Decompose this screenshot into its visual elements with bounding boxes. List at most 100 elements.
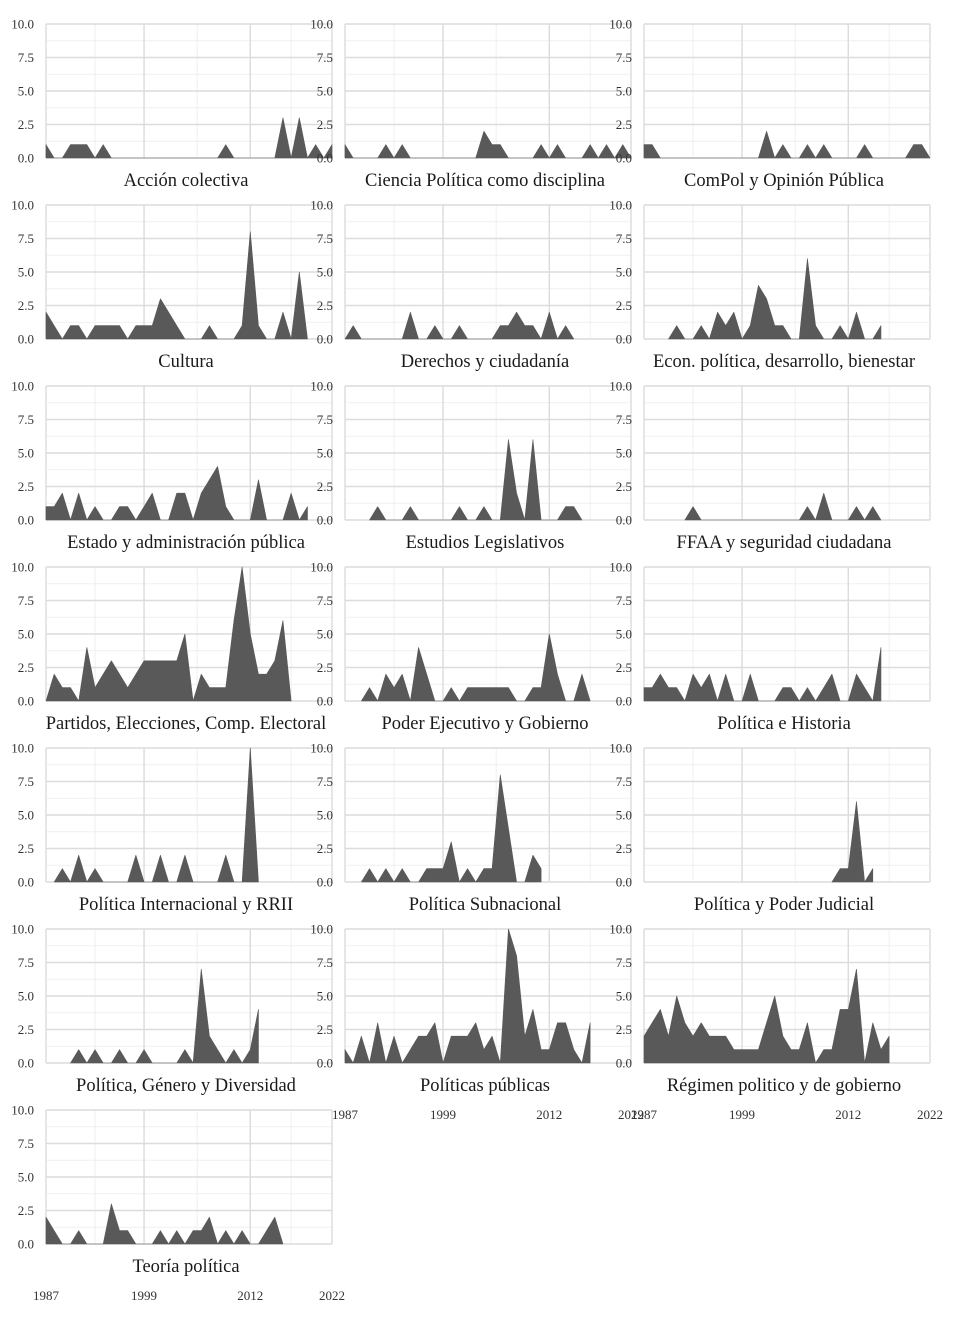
y-tick-label: 7.5	[317, 412, 333, 427]
facet-panel-teoria-politica: 0.0 2.5 5.0 7.5 10.0 Teoría política 1987 1999 2…	[11, 1103, 345, 1304]
facet-panel-econ-politica-desarrollo-bienestar: 0.0 2.5 5.0 7.5 10.0 Econ. política, desarrol…	[609, 198, 931, 372]
y-tick-label: 2.5	[616, 841, 632, 856]
x-tick-label: 2012	[835, 1107, 861, 1122]
area-partidos-elecciones-comp-electoral	[45, 566, 292, 702]
y-tick-label: 0.0	[18, 1056, 34, 1071]
facet-panel-poder-ejecutivo-y-gobierno: 0.0 2.5 5.0 7.5 10.0 Poder Ejecutivo y Gobier…	[310, 560, 632, 734]
y-tick-label: 10.0	[310, 741, 333, 756]
x-tick-label: 2022	[618, 1107, 644, 1122]
facet-label: Política, Género y Diversidad	[76, 1076, 297, 1096]
area-ciencia-politica-como-disciplina	[344, 130, 632, 159]
y-tick-label: 10.0	[310, 198, 333, 213]
y-tick-label: 0.0	[18, 1237, 34, 1252]
area-politicas-publicas	[344, 928, 591, 1064]
y-tick-label: 2.5	[18, 1203, 34, 1218]
facet-panel-compol-y-opinion-publica: 0.0 2.5 5.0 7.5 10.0 ComPol y Opinión Pública	[609, 17, 931, 191]
facet-panel-politica-e-historia: 0.0 2.5 5.0 7.5 10.0 Política e Historia	[609, 560, 931, 734]
y-tick-label: 0.0	[616, 875, 632, 890]
y-tick-label: 2.5	[317, 660, 333, 675]
y-tick-label: 5.0	[317, 627, 333, 642]
x-tick-label: 1999	[430, 1107, 456, 1122]
facet-panel-partidos-elecciones-comp-electoral: 0.0 2.5 5.0 7.5 10.0 Partidos, Elecciones, Co…	[11, 560, 333, 734]
facet-label: Política y Poder Judicial	[694, 895, 874, 915]
y-tick-label: 7.5	[616, 774, 632, 789]
area-politica-y-poder-judicial	[831, 801, 874, 883]
y-tick-label: 2.5	[18, 841, 34, 856]
y-tick-label: 5.0	[616, 265, 632, 280]
y-tick-label: 2.5	[18, 660, 34, 675]
x-tick-label: 2012	[237, 1288, 263, 1303]
y-tick-label: 7.5	[616, 50, 632, 65]
y-tick-label: 7.5	[317, 774, 333, 789]
y-tick-label: 5.0	[616, 627, 632, 642]
y-tick-label: 7.5	[18, 50, 34, 65]
area-regimen-politico-y-de-gobierno	[643, 968, 890, 1064]
y-tick-label: 5.0	[317, 446, 333, 461]
y-tick-label: 10.0	[11, 1103, 34, 1118]
x-tick-label: 1987	[631, 1107, 658, 1122]
area-cultura	[45, 231, 308, 340]
y-tick-label: 2.5	[18, 298, 34, 313]
facet-panel-accion-colectiva: 0.0 2.5 5.0 7.5 10.0 Acción colectiva	[11, 17, 333, 191]
y-tick-label: 10.0	[609, 922, 632, 937]
y-tick-label: 0.0	[616, 694, 632, 709]
area-compol-y-opinion-publica	[643, 130, 931, 159]
y-tick-label: 0.0	[317, 151, 333, 166]
y-tick-label: 7.5	[18, 1136, 34, 1151]
y-tick-label: 10.0	[310, 560, 333, 575]
y-tick-label: 0.0	[317, 875, 333, 890]
y-tick-label: 0.0	[317, 1056, 333, 1071]
y-tick-label: 10.0	[609, 379, 632, 394]
y-tick-label: 2.5	[18, 1022, 34, 1037]
y-tick-label: 7.5	[317, 50, 333, 65]
y-tick-label: 0.0	[616, 332, 632, 347]
y-tick-label: 10.0	[11, 560, 34, 575]
y-tick-label: 5.0	[18, 446, 34, 461]
facet-panel-politica-y-poder-judicial: 0.0 2.5 5.0 7.5 10.0 Política y Poder Judicia…	[609, 741, 931, 915]
y-tick-label: 5.0	[616, 446, 632, 461]
y-tick-label: 7.5	[616, 231, 632, 246]
y-tick-label: 10.0	[609, 17, 632, 32]
y-tick-label: 2.5	[616, 479, 632, 494]
y-tick-label: 5.0	[18, 627, 34, 642]
y-tick-label: 10.0	[11, 741, 34, 756]
area-estudios-legislativos	[369, 439, 583, 521]
x-tick-label: 1987	[332, 1107, 359, 1122]
y-tick-label: 7.5	[18, 955, 34, 970]
facet-label: Econ. política, desarrollo, bienestar	[653, 352, 915, 372]
facet-panel-politica-genero-y-diversidad: 0.0 2.5 5.0 7.5 10.0 Política, Género y Diver…	[11, 922, 333, 1096]
y-tick-label: 5.0	[616, 808, 632, 823]
facet-panel-politica-subnacional: 0.0 2.5 5.0 7.5 10.0 Política Subnacional	[310, 741, 632, 915]
x-tick-label: 2012	[536, 1107, 562, 1122]
facet-panel-regimen-politico-y-de-gobierno: 0.0 2.5 5.0 7.5 10.0 Régimen politico y de go…	[609, 922, 943, 1123]
y-tick-label: 5.0	[317, 989, 333, 1004]
y-tick-label: 0.0	[317, 332, 333, 347]
x-tick-label: 2022	[319, 1288, 345, 1303]
area-econ-politica-desarrollo-bienestar	[668, 258, 882, 340]
y-tick-label: 5.0	[317, 808, 333, 823]
y-tick-label: 0.0	[616, 513, 632, 528]
y-tick-label: 7.5	[18, 231, 34, 246]
facet-panel-cultura: 0.0 2.5 5.0 7.5 10.0 Cultura	[11, 198, 333, 372]
facet-panel-estado-y-administracion-publica: 0.0 2.5 5.0 7.5 10.0 Estado y administración …	[11, 379, 333, 553]
y-tick-label: 2.5	[317, 298, 333, 313]
y-tick-label: 7.5	[18, 593, 34, 608]
facet-panel-derechos-y-ciudadania: 0.0 2.5 5.0 7.5 10.0 Derechos y ciudadanía	[310, 198, 632, 372]
facet-label: FFAA y seguridad ciudadana	[677, 533, 892, 553]
facet-panel-ciencia-politica-como-disciplina: 0.0 2.5 5.0 7.5 10.0 Ciencia Política como di…	[310, 17, 632, 191]
x-tick-label: 2022	[917, 1107, 943, 1122]
facet-label: Ciencia Política como disciplina	[365, 171, 605, 191]
y-tick-label: 0.0	[616, 151, 632, 166]
facet-panel-ffaa-y-seguridad-ciudadana: 0.0 2.5 5.0 7.5 10.0 FFAA y seguridad ciudada…	[609, 379, 931, 553]
y-tick-label: 5.0	[18, 84, 34, 99]
facet-label: Política e Historia	[717, 714, 851, 734]
facet-label: Partidos, Elecciones, Comp. Electoral	[46, 714, 327, 734]
facet-label: Política Internacional y RRII	[79, 895, 293, 915]
y-tick-label: 10.0	[310, 379, 333, 394]
y-tick-label: 10.0	[11, 17, 34, 32]
y-tick-label: 10.0	[11, 379, 34, 394]
area-politica-subnacional	[361, 774, 542, 883]
y-tick-label: 2.5	[616, 1022, 632, 1037]
facet-label: Teoría política	[132, 1257, 239, 1277]
y-tick-label: 0.0	[317, 694, 333, 709]
